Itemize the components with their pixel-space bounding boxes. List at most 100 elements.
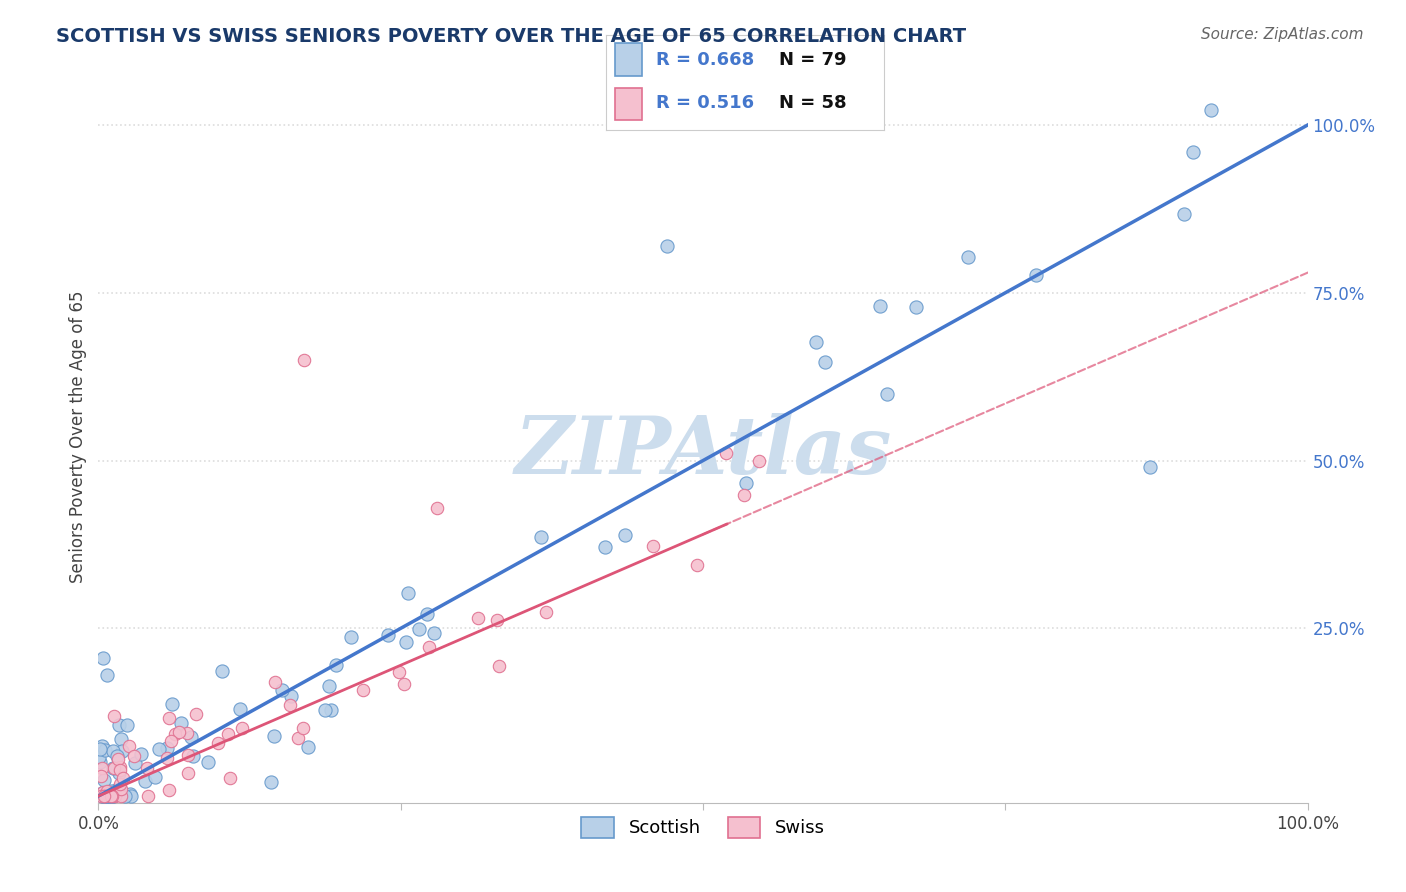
Point xyxy=(278,698,301,712)
Point xyxy=(93,789,115,803)
Point xyxy=(613,528,636,542)
Point xyxy=(321,703,343,717)
Point xyxy=(176,726,198,740)
Point xyxy=(259,775,281,789)
Point xyxy=(377,628,399,642)
Point xyxy=(112,771,135,785)
Point xyxy=(97,786,120,800)
Point xyxy=(94,789,117,803)
Point xyxy=(176,748,198,763)
Point xyxy=(117,718,139,732)
Y-axis label: Seniors Poverty Over the Age of 65: Seniors Poverty Over the Age of 65 xyxy=(69,291,87,583)
Point xyxy=(804,334,827,349)
Point xyxy=(231,721,253,735)
Point xyxy=(340,630,363,644)
Point xyxy=(733,488,755,502)
Point xyxy=(263,675,285,690)
Point xyxy=(91,651,114,665)
Point xyxy=(271,683,294,698)
Point xyxy=(143,770,166,784)
Point xyxy=(97,789,120,803)
Point xyxy=(131,747,153,761)
Point xyxy=(655,239,678,253)
Point xyxy=(91,789,114,803)
Point xyxy=(89,742,111,756)
Point xyxy=(120,789,142,803)
Point xyxy=(418,640,440,654)
Point xyxy=(101,761,124,775)
Point xyxy=(107,752,129,766)
Point xyxy=(98,789,121,803)
Point xyxy=(96,784,118,798)
Point xyxy=(101,789,124,803)
Point xyxy=(423,625,446,640)
Point xyxy=(110,782,132,797)
Point xyxy=(101,789,124,803)
Point xyxy=(101,789,124,803)
Point xyxy=(388,665,411,679)
Point xyxy=(90,789,112,803)
Point xyxy=(593,541,616,555)
Point xyxy=(96,789,118,803)
Point xyxy=(162,697,184,711)
Point xyxy=(96,668,118,682)
Point xyxy=(735,475,758,490)
Point xyxy=(155,750,177,764)
Point xyxy=(157,711,180,725)
Point xyxy=(643,539,665,553)
Point xyxy=(318,679,340,693)
Point xyxy=(181,749,204,764)
Point xyxy=(197,755,219,769)
Point xyxy=(103,761,125,775)
Point xyxy=(325,658,347,673)
Point xyxy=(148,741,170,756)
Text: Source: ZipAtlas.com: Source: ZipAtlas.com xyxy=(1201,27,1364,42)
Point xyxy=(534,605,557,619)
Point xyxy=(124,748,146,763)
Point xyxy=(467,611,489,625)
Point xyxy=(229,701,252,715)
Point xyxy=(207,735,229,749)
Point xyxy=(104,782,127,797)
Point xyxy=(297,740,319,755)
Point xyxy=(110,789,132,803)
Point xyxy=(108,765,131,780)
Point xyxy=(352,682,374,697)
Point xyxy=(100,789,122,803)
Point xyxy=(103,744,125,758)
Point xyxy=(136,761,159,775)
Point xyxy=(104,789,127,803)
Point xyxy=(159,733,181,747)
Point xyxy=(108,760,131,774)
Point xyxy=(1199,103,1222,117)
Point xyxy=(114,789,136,803)
Point xyxy=(180,731,202,745)
Point xyxy=(314,703,336,717)
Point xyxy=(91,785,114,799)
Point xyxy=(263,730,285,744)
Point xyxy=(108,763,131,777)
Point xyxy=(91,789,114,803)
Point xyxy=(287,731,309,746)
Point xyxy=(100,784,122,798)
Text: ZIPAtlas: ZIPAtlas xyxy=(515,413,891,491)
Point xyxy=(486,613,509,627)
Point xyxy=(134,773,156,788)
Point xyxy=(716,446,738,460)
Point xyxy=(93,789,115,803)
Point xyxy=(103,708,125,723)
Point xyxy=(280,689,302,703)
Point xyxy=(211,664,233,678)
Point xyxy=(876,387,898,401)
Point xyxy=(394,677,416,691)
Point xyxy=(94,789,117,803)
Point xyxy=(292,721,315,735)
Point xyxy=(90,761,112,775)
Point xyxy=(170,716,193,731)
Point xyxy=(94,743,117,757)
Point xyxy=(124,756,146,771)
Point xyxy=(91,739,114,754)
Point xyxy=(167,724,190,739)
Text: SCOTTISH VS SWISS SENIORS POVERTY OVER THE AGE OF 65 CORRELATION CHART: SCOTTISH VS SWISS SENIORS POVERTY OVER T… xyxy=(56,27,966,45)
Point xyxy=(415,607,437,622)
